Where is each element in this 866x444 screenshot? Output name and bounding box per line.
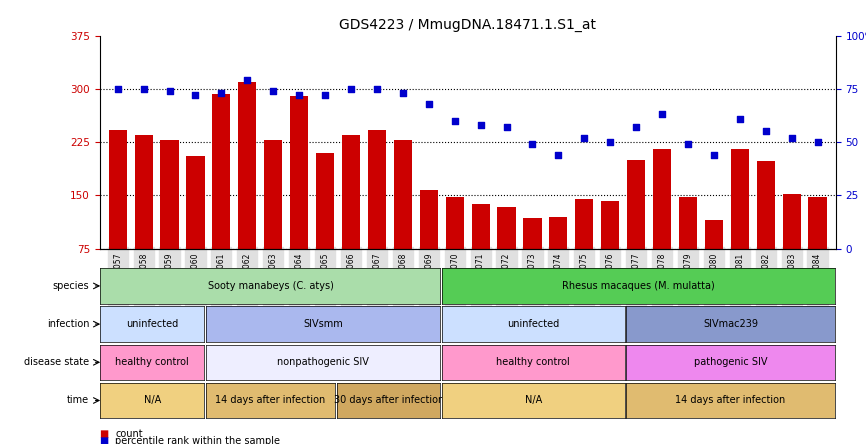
Text: 30 days after infection: 30 days after infection [333,396,444,405]
Text: healthy control: healthy control [115,357,189,367]
Text: ■: ■ [100,429,109,439]
Bar [549,217,567,302]
Bar [264,140,282,302]
Point [733,115,746,122]
Point [370,85,384,92]
Text: count: count [115,429,143,439]
Bar [809,197,827,302]
Bar [783,194,801,302]
Bar [316,153,334,302]
Point [578,134,591,141]
Text: uninfected: uninfected [126,319,178,329]
Text: Sooty manabeys (C. atys): Sooty manabeys (C. atys) [208,281,333,291]
Text: species: species [53,281,89,291]
Bar [757,161,775,302]
Point [137,85,151,92]
Bar [601,201,619,302]
Point [448,117,462,124]
Bar [446,197,464,302]
Text: ■: ■ [100,436,109,444]
Point [241,77,255,84]
Point [215,90,229,97]
Text: Rhesus macaques (M. mulatta): Rhesus macaques (M. mulatta) [562,281,715,291]
Point [552,151,565,159]
Bar [238,82,256,302]
Point [604,139,617,146]
Bar [394,140,412,302]
Text: 14 days after infection: 14 days after infection [216,396,326,405]
Bar [134,135,152,302]
Point [111,85,125,92]
Text: SIVsmm: SIVsmm [303,319,343,329]
Point [163,87,177,95]
Text: uninfected: uninfected [507,319,559,329]
Bar [342,135,360,302]
Bar [523,218,541,302]
Point [292,91,306,99]
Point [811,139,824,146]
Bar [108,130,126,302]
Point [422,100,436,107]
Point [344,85,358,92]
Bar [160,140,178,302]
Bar [471,204,489,302]
Text: N/A: N/A [144,396,161,405]
Point [526,141,540,148]
Text: N/A: N/A [525,396,542,405]
Bar [705,220,723,302]
Text: healthy control: healthy control [496,357,570,367]
Bar [290,96,308,302]
Point [267,87,281,95]
Text: SIVmac239: SIVmac239 [703,319,758,329]
Text: nonpathogenic SIV: nonpathogenic SIV [277,357,369,367]
Point [189,91,203,99]
Text: 14 days after infection: 14 days after infection [675,396,785,405]
Text: pathogenic SIV: pathogenic SIV [694,357,767,367]
Point [396,90,410,97]
Text: infection: infection [47,319,89,329]
Title: GDS4223 / MmugDNA.18471.1.S1_at: GDS4223 / MmugDNA.18471.1.S1_at [339,18,596,32]
Point [630,123,643,131]
Bar [368,130,386,302]
Text: time: time [67,396,89,405]
Point [318,91,332,99]
Text: percentile rank within the sample: percentile rank within the sample [115,436,281,444]
Bar [627,160,645,302]
Point [707,151,721,159]
Point [655,111,669,118]
Bar [420,190,438,302]
Bar [679,197,697,302]
Point [500,123,514,131]
Bar [497,207,515,302]
Point [759,128,772,135]
Bar [653,149,671,302]
Point [681,141,695,148]
Point [785,134,798,141]
Bar [731,149,749,302]
Bar [575,199,593,302]
Bar [212,94,230,302]
Bar [186,156,204,302]
Text: disease state: disease state [24,357,89,367]
Point [474,122,488,129]
